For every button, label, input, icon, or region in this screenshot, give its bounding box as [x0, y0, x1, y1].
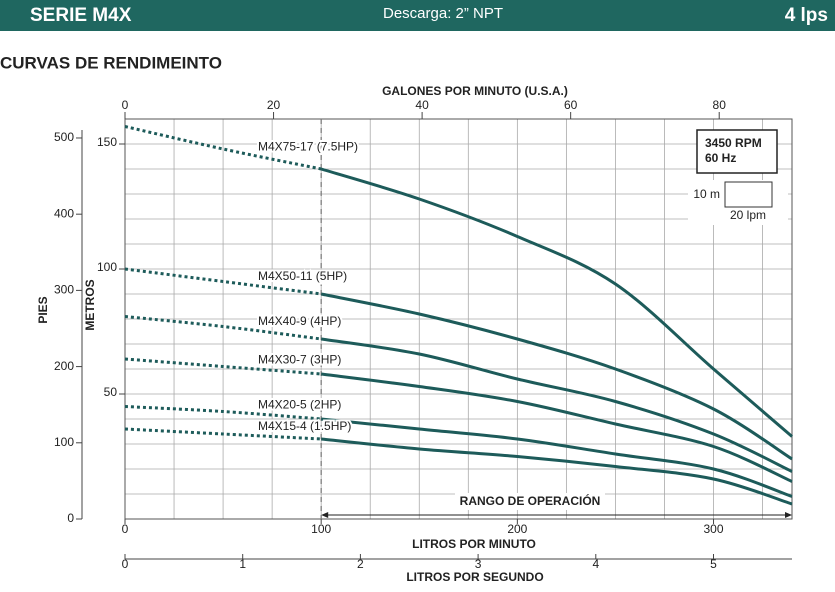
rpm-text: 3450 RPM: [705, 136, 762, 150]
legend-label: M4X30-7 (3HP): [258, 352, 341, 366]
curve: [321, 417, 793, 498]
curve-dashed: [124, 357, 322, 376]
x2-tick-label: 0: [122, 98, 129, 112]
y-tick-label: 100: [97, 260, 117, 274]
x-label: LITROS POR MINUTO: [412, 537, 536, 551]
header-flow: 4 lps: [785, 5, 828, 26]
curve: [321, 437, 793, 506]
legend-label: M4X15-4 (1.5HP): [258, 419, 351, 433]
y2-label: PIES: [36, 296, 50, 323]
x2-label: GALONES POR MINUTO (U.S.A.): [382, 84, 568, 98]
curve-dashed: [124, 427, 322, 441]
y2-tick-label: 100: [54, 435, 74, 449]
y2-tick-label: 400: [54, 206, 74, 220]
x3-tick-label: 2: [357, 557, 364, 571]
x3-tick-label: 5: [710, 557, 717, 571]
curve: [320, 167, 793, 438]
legend-label: M4X20-5 (2HP): [258, 397, 341, 411]
x-tick-label: 200: [507, 522, 527, 536]
header-series: SERIE M4X: [30, 5, 132, 26]
y2-tick-label: 500: [54, 130, 74, 144]
arrow-head: [785, 512, 792, 518]
x2-tick-label: 80: [713, 98, 727, 112]
legend-label: M4X50-11 (5HP): [258, 269, 347, 283]
curve: [320, 337, 793, 473]
x3-tick-label: 3: [475, 557, 482, 571]
curve-dashed: [124, 315, 322, 341]
header-discharge: Descarga: 2” NPT: [383, 5, 503, 22]
y-tick-label: 50: [104, 385, 118, 399]
curve: [320, 292, 793, 461]
range-label: RANGO DE OPERACIÓN: [460, 493, 601, 508]
x-tick-label: 0: [122, 522, 129, 536]
scale-box: [724, 181, 773, 208]
x3-tick-label: 0: [122, 557, 129, 571]
plot-frame: [124, 118, 793, 520]
x-tick-label: 100: [311, 522, 331, 536]
curve-dashed: [124, 405, 322, 421]
y2-tick-label: 200: [54, 359, 74, 373]
x2-tick-label: 20: [267, 98, 281, 112]
x-tick-label: 300: [704, 522, 724, 536]
x2-tick-label: 60: [564, 98, 578, 112]
x3-tick-label: 4: [592, 557, 599, 571]
hz-text: 60 Hz: [705, 151, 736, 165]
x3-tick-label: 1: [239, 557, 246, 571]
rpm-box: [696, 129, 778, 174]
scale-x-label: 20 lpm: [730, 208, 766, 222]
x3-label: LITROS POR SEGUNDO: [406, 570, 543, 584]
legend-label: M4X40-9 (4HP): [258, 314, 341, 328]
x2-tick-label: 40: [415, 98, 429, 112]
y-tick-label: 150: [97, 135, 117, 149]
y-label: METROS: [83, 279, 97, 330]
range-label-bg: [455, 493, 605, 510]
scale-y-label: 10 m: [693, 187, 720, 201]
curve: [320, 372, 793, 483]
curve-dashed: [124, 267, 322, 296]
legend-label: M4X75-17 (7.5HP): [258, 139, 358, 153]
arrow-head: [321, 512, 329, 518]
y2-tick-label: 300: [54, 283, 74, 297]
y2-tick-label: 0: [67, 511, 74, 525]
header-bar: [0, 0, 835, 31]
chart-title: CURVAS DE RENDIMEINTO: [0, 53, 222, 72]
